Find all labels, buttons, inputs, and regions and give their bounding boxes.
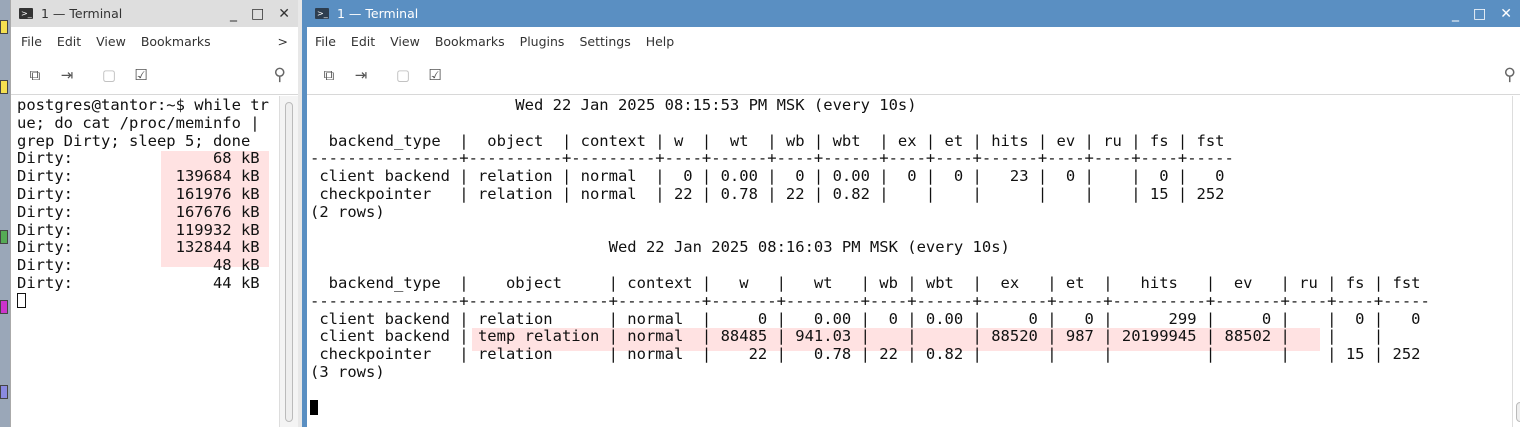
scrollbar[interactable] [279, 96, 298, 427]
terminal-line: ue; do cat /proc/meminfo | [17, 113, 260, 132]
terminal-output[interactable]: postgres@tantor:~$ while tr ue; do cat /p… [17, 96, 269, 311]
menu-file[interactable]: File [21, 33, 42, 49]
terminal-line: Wed 22 Jan 2025 08:15:53 PM MSK (every 1… [310, 96, 917, 114]
close-icon[interactable]: ✕ [278, 5, 290, 22]
menu-settings[interactable]: Settings [579, 33, 631, 49]
new-tab-icon[interactable]: ⧉ [29, 65, 41, 84]
minimize-icon[interactable]: _ [230, 5, 238, 22]
new-tab-icon[interactable]: ⧉ [323, 65, 335, 84]
menu-plugins[interactable]: Plugins [519, 33, 565, 49]
menu-bar: File Edit View Bookmarks Plugins Setting… [307, 27, 1520, 55]
table-row: checkpointer | relation | normal | 22 | … [310, 345, 1421, 364]
terminal-line: grep Dirty; sleep 5; done [17, 131, 251, 150]
detach-icon[interactable]: ▢ [395, 65, 411, 84]
terminal-icon: >_ [315, 8, 329, 19]
split-view-icon[interactable]: ⇥ [60, 65, 74, 84]
table-header: backend_type | object | context | w | wt… [310, 131, 1234, 150]
table-divider: ----------------+---------------+-------… [310, 291, 1430, 310]
toolbar: ⧉ ⇥ ▢ ☑ ⚲ [11, 55, 298, 95]
scrollbar[interactable] [1512, 96, 1520, 427]
close-icon[interactable]: ✕ [1500, 5, 1512, 22]
copy-input-icon[interactable]: ☑ [134, 65, 148, 84]
menu-edit[interactable]: Edit [350, 33, 376, 49]
terminal-line: Dirty: 48 kB [17, 256, 260, 275]
menu-view[interactable]: View [96, 33, 126, 49]
terminal-line: Dirty: 119932 kB [17, 220, 260, 239]
title-bar[interactable]: >_ 1 — Terminal _ □ ✕ [11, 0, 298, 27]
terminal-line: Dirty: 68 kB [17, 149, 260, 168]
maximize-icon[interactable]: □ [251, 5, 265, 22]
menu-bookmarks[interactable]: Bookmarks [140, 33, 211, 49]
desktop-icon[interactable] [0, 20, 8, 34]
scrollbar-thumb[interactable] [285, 102, 293, 422]
terminal-line: Dirty: 161976 kB [17, 184, 260, 203]
window-title: 1 — Terminal [41, 6, 123, 21]
terminal-line [310, 382, 1430, 400]
desktop-icon[interactable] [0, 300, 8, 314]
desktop-icon[interactable] [0, 80, 8, 94]
toolbar: ⧉ ⇥ ▢ ☑ ⚲ [307, 55, 1520, 95]
cursor [310, 399, 318, 415]
title-bar[interactable]: >_ 1 — Terminal _ □ ✕ [307, 0, 1520, 27]
terminal-line: Dirty: 139684 kB [17, 167, 260, 186]
row-count: (3 rows) [310, 362, 385, 381]
maximize-icon[interactable]: □ [1473, 5, 1487, 22]
highlight-region [472, 328, 1320, 351]
left-terminal-window: >_ 1 — Terminal _ □ ✕ File Edit View Boo… [10, 0, 298, 427]
table-row: client backend | relation | normal | 0 |… [310, 309, 1421, 328]
menu-help[interactable]: Help [645, 33, 675, 49]
table-row: client backend | relation | normal | 0 |… [310, 167, 1225, 186]
menu-bar: File Edit View Bookmarks > [11, 27, 298, 55]
terminal-line [310, 257, 1430, 275]
terminal-line: postgres@tantor:~$ while tr [17, 96, 269, 114]
terminal-line: Dirty: 167676 kB [17, 202, 260, 221]
menu-bookmarks[interactable]: Bookmarks [434, 33, 505, 49]
terminal-line [310, 222, 1430, 240]
scrollbar-thumb[interactable] [1516, 402, 1520, 422]
menu-file[interactable]: File [315, 33, 336, 49]
minimize-icon[interactable]: _ [1452, 5, 1460, 22]
menu-overflow-chevron-icon[interactable]: > [277, 33, 288, 49]
menu-edit[interactable]: Edit [56, 33, 82, 49]
row-count: (2 rows) [310, 202, 385, 221]
table-header: backend_type | object | context | w | wt… [310, 273, 1430, 292]
desktop-panel [0, 0, 10, 427]
desktop-icon[interactable] [0, 385, 8, 399]
table-row: checkpointer | relation | normal | 22 | … [310, 184, 1225, 203]
terminal-output[interactable]: Wed 22 Jan 2025 08:15:53 PM MSK (every 1… [310, 96, 1430, 417]
terminal-line: Dirty: 132844 kB [17, 238, 260, 257]
highlight-region [161, 151, 269, 267]
window-title: 1 — Terminal [337, 6, 419, 21]
split-view-icon[interactable]: ⇥ [354, 65, 368, 84]
copy-input-icon[interactable]: ☑ [428, 65, 442, 84]
table-row: client backend | temp relation | normal … [310, 327, 1421, 346]
right-terminal-window: >_ 1 — Terminal _ □ ✕ File Edit View Boo… [302, 0, 1520, 427]
cursor [17, 292, 26, 308]
terminal-line [310, 115, 1430, 133]
terminal-line: Wed 22 Jan 2025 08:16:03 PM MSK (every 1… [310, 238, 1010, 257]
detach-icon[interactable]: ▢ [101, 65, 117, 84]
search-icon[interactable]: ⚲ [273, 64, 286, 85]
terminal-line: Dirty: 44 kB [17, 273, 260, 292]
table-divider: ----------------+----------+---------+--… [310, 149, 1234, 168]
desktop-icon[interactable] [0, 230, 8, 244]
menu-view[interactable]: View [390, 33, 420, 49]
terminal-icon: >_ [19, 8, 33, 19]
search-icon[interactable]: ⚲ [1503, 64, 1516, 85]
